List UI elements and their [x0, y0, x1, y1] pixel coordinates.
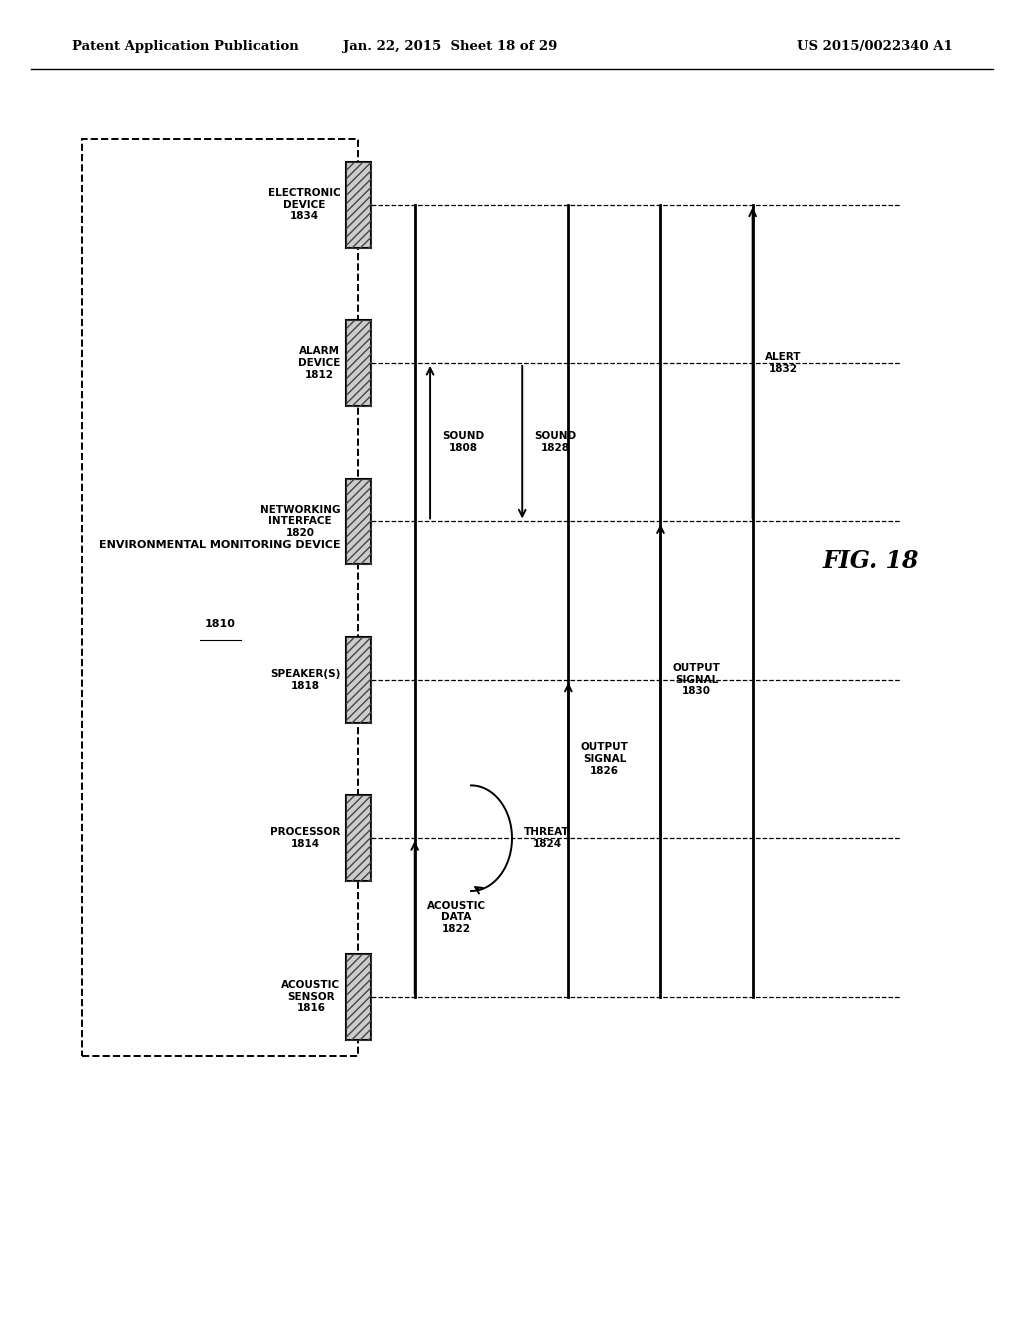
Text: 1810: 1810 [205, 619, 236, 628]
Text: Patent Application Publication: Patent Application Publication [72, 40, 298, 53]
FancyBboxPatch shape [345, 319, 371, 407]
FancyBboxPatch shape [345, 636, 371, 722]
Text: SPEAKER(S)
1818: SPEAKER(S) 1818 [270, 669, 340, 690]
FancyBboxPatch shape [345, 162, 371, 248]
Text: US 2015/0022340 A1: US 2015/0022340 A1 [797, 40, 952, 53]
Text: THREAT
1824: THREAT 1824 [524, 828, 570, 849]
Text: PROCESSOR
1814: PROCESSOR 1814 [270, 828, 340, 849]
Text: ELECTRONIC
DEVICE
1834: ELECTRONIC DEVICE 1834 [267, 187, 340, 222]
Text: OUTPUT
SIGNAL
1830: OUTPUT SIGNAL 1830 [673, 663, 721, 697]
Text: ACOUSTIC
DATA
1822: ACOUSTIC DATA 1822 [427, 900, 486, 935]
Text: ALERT
1832: ALERT 1832 [765, 352, 802, 374]
FancyBboxPatch shape [345, 479, 371, 565]
Text: Jan. 22, 2015  Sheet 18 of 29: Jan. 22, 2015 Sheet 18 of 29 [343, 40, 558, 53]
Text: NETWORKING
INTERFACE
1820: NETWORKING INTERFACE 1820 [260, 504, 340, 539]
FancyBboxPatch shape [345, 795, 371, 882]
Text: ALARM
DEVICE
1812: ALARM DEVICE 1812 [298, 346, 340, 380]
Text: FIG. 18: FIG. 18 [822, 549, 919, 573]
Text: ACOUSTIC
SENSOR
1816: ACOUSTIC SENSOR 1816 [282, 979, 340, 1014]
Text: OUTPUT
SIGNAL
1826: OUTPUT SIGNAL 1826 [581, 742, 629, 776]
Text: ENVIRONMENTAL MONITORING DEVICE: ENVIRONMENTAL MONITORING DEVICE [99, 540, 341, 549]
FancyBboxPatch shape [345, 953, 371, 1040]
Text: SOUND
1828: SOUND 1828 [535, 432, 577, 453]
Text: SOUND
1808: SOUND 1808 [442, 432, 484, 453]
